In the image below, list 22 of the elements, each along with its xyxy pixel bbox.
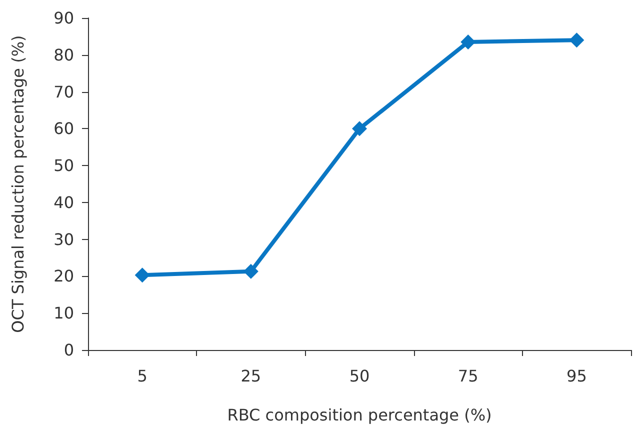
point [352,121,367,136]
y-tick-label: 80 [54,45,74,64]
y-axis-title: OCT Signal reduction percentage (%) [8,35,28,333]
y-tick-label: 40 [54,192,74,212]
x-tick-label: 75 [458,366,478,386]
y-tick-label: 20 [54,266,74,286]
y-tick-label: 10 [54,304,74,323]
y-tick-label: 60 [54,119,74,138]
y-tick-label: 70 [54,82,74,102]
y-tick-label: 90 [54,8,74,28]
point [460,34,476,50]
point [569,32,584,48]
y-tick-label: 50 [54,156,74,176]
x-axis-title: RBC composition percentage (%) [227,406,492,424]
point [134,268,150,283]
y-tick-label: 0 [64,340,74,360]
y-tick-label: 30 [54,230,74,249]
point [243,264,258,279]
x-tick-label: 95 [566,366,587,386]
x-tick-label: 5 [137,366,148,386]
x-tick-label: 25 [240,366,262,386]
x-tick-label: 50 [349,366,370,386]
